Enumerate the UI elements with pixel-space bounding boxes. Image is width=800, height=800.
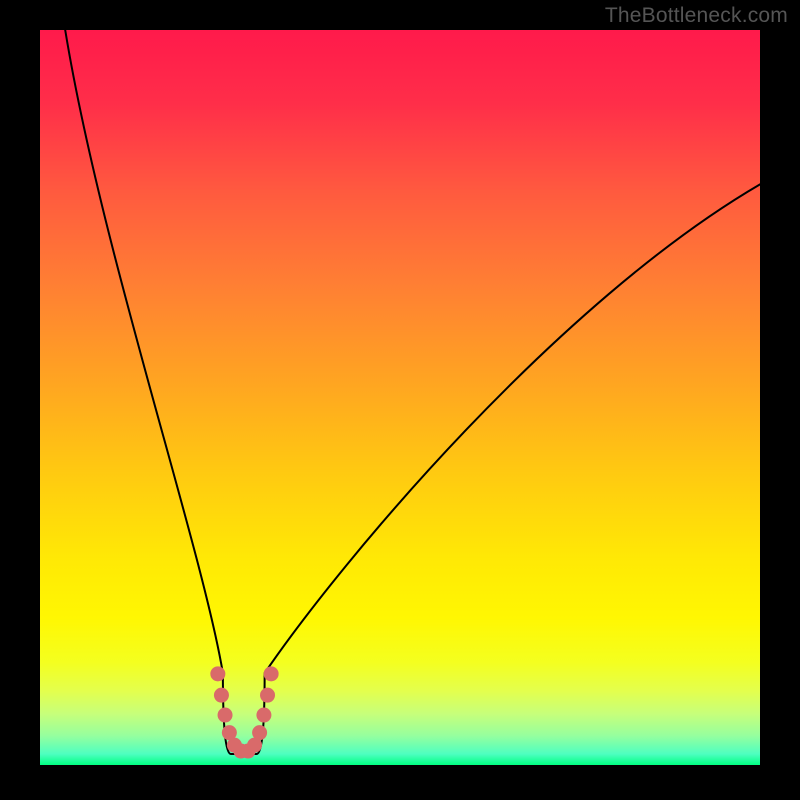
valley-marker <box>264 666 279 681</box>
valley-marker <box>260 688 275 703</box>
chart-stage: TheBottleneck.com <box>0 0 800 800</box>
valley-marker <box>256 708 271 723</box>
valley-marker <box>210 666 225 681</box>
watermark-text: TheBottleneck.com <box>605 4 788 28</box>
chart-background <box>40 30 760 765</box>
valley-marker <box>218 708 233 723</box>
bottleneck-chart-svg <box>0 0 800 800</box>
valley-marker <box>252 725 267 740</box>
valley-marker <box>214 688 229 703</box>
